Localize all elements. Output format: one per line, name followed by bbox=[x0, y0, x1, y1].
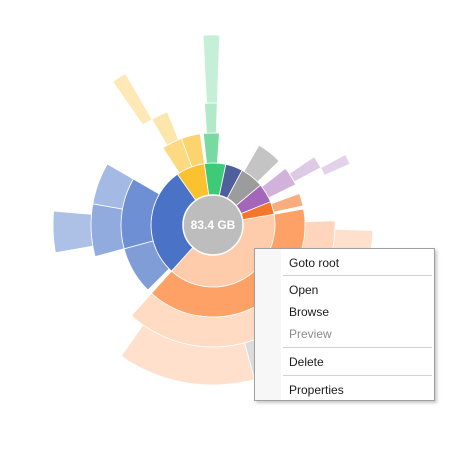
sunburst-segment[interactable] bbox=[204, 102, 218, 134]
total-size-label: 83.4 GB bbox=[191, 218, 236, 232]
sunburst-segment[interactable] bbox=[288, 156, 322, 183]
sunburst-segment[interactable] bbox=[181, 133, 205, 168]
sunburst-segment[interactable] bbox=[92, 163, 134, 210]
menu-separator bbox=[283, 375, 432, 376]
sunburst-segment[interactable] bbox=[90, 203, 125, 258]
sunburst-segment[interactable] bbox=[112, 72, 153, 126]
open-item[interactable]: Open bbox=[289, 283, 319, 297]
sunburst-segment[interactable] bbox=[320, 154, 351, 176]
context-menu: Goto root Open Browse Preview Delete Pro… bbox=[254, 248, 435, 401]
sunburst-segment[interactable] bbox=[202, 34, 221, 104]
sunburst-segment[interactable] bbox=[151, 111, 180, 146]
sunburst-segment[interactable] bbox=[52, 210, 94, 254]
menu-separator bbox=[283, 275, 432, 276]
menu-separator bbox=[283, 347, 432, 348]
browse-item[interactable]: Browse bbox=[289, 305, 330, 319]
sunburst-segment[interactable] bbox=[202, 132, 220, 164]
delete-item[interactable]: Delete bbox=[289, 355, 324, 369]
properties-item[interactable]: Properties bbox=[289, 383, 344, 397]
sunburst-segment[interactable] bbox=[120, 324, 255, 386]
sunburst-segment[interactable] bbox=[243, 144, 280, 183]
goto-root-item[interactable]: Goto root bbox=[289, 256, 340, 270]
root-center-circle[interactable] bbox=[182, 194, 244, 256]
context-menu-gutter bbox=[255, 249, 281, 400]
preview-item: Preview bbox=[289, 327, 332, 341]
sunburst-segment[interactable] bbox=[270, 193, 304, 213]
